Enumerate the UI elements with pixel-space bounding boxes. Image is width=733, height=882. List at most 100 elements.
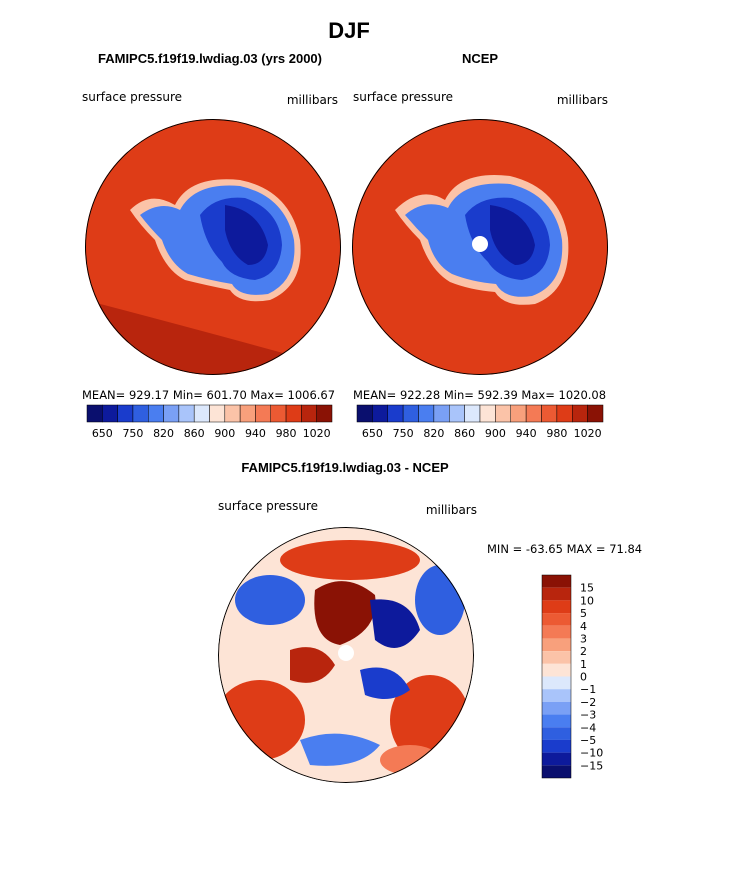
colorbar-label: 820: [423, 427, 444, 440]
stats: MEAN= 929.17 Min= 601.70 Max= 1006.67: [82, 388, 335, 402]
colorbar-swatch: [542, 714, 571, 728]
panel-title: FAMIPC5.f19f19.lwdiag.03 - NCEP: [241, 460, 449, 475]
colorbar-label: 10: [580, 594, 594, 607]
colorbar-swatch: [542, 752, 571, 766]
colorbar-swatch: [541, 404, 558, 423]
colorbar-swatch: [316, 404, 333, 423]
colorbar-swatch: [387, 404, 404, 423]
colorbar-label: −15: [580, 759, 603, 772]
colorbar-swatch: [270, 404, 287, 423]
colorbar-swatch: [542, 613, 571, 626]
colorbar-swatch: [542, 727, 571, 740]
colorbar-label: 820: [153, 427, 174, 440]
colorbar-swatch: [542, 600, 571, 614]
colorbar-swatch: [510, 404, 527, 423]
colorbar-swatch: [255, 404, 271, 423]
colorbar-label: 750: [393, 427, 414, 440]
panel-title: FAMIPC5.f19f19.lwdiag.03 (yrs 2000): [98, 51, 322, 66]
colorbar-swatch: [572, 404, 588, 423]
colorbar-swatch: [542, 689, 571, 702]
colorbar-label: 940: [245, 427, 266, 440]
colorbar-label: 980: [276, 427, 297, 440]
map: [352, 119, 608, 375]
colorbar-label: 15: [580, 582, 594, 595]
colorbar-swatch: [224, 404, 241, 423]
colorbar-label: 4: [580, 620, 587, 633]
variable-label: surface pressure: [353, 90, 453, 104]
colorbar-swatch: [193, 404, 210, 423]
colorbar-swatch: [542, 587, 571, 601]
map: [85, 119, 341, 375]
colorbar-label: 1: [580, 658, 587, 671]
colorbar-swatch: [178, 404, 195, 423]
variable-label: surface pressure: [218, 499, 318, 513]
colorbar: 650 750 820 860 900 940 980 1020: [356, 404, 604, 440]
colorbar-label: −1: [580, 683, 596, 696]
colorbar-swatch: [587, 404, 604, 423]
colorbar-swatch: [418, 404, 435, 423]
colorbar-swatch: [148, 404, 164, 423]
colorbar-swatch: [117, 404, 134, 423]
colorbar-label: 860: [454, 427, 475, 440]
colorbar-swatch: [542, 651, 571, 664]
colorbar-label: −4: [580, 721, 596, 734]
colorbar-swatch: [433, 404, 450, 423]
colorbar-label: 860: [184, 427, 205, 440]
colorbar-swatch: [542, 575, 571, 588]
colorbar-label: 900: [214, 427, 235, 440]
colorbar-frame: [541, 574, 572, 779]
colorbar-swatch: [356, 404, 373, 423]
colorbar-swatch: [556, 404, 573, 423]
colorbar-swatch: [301, 404, 317, 423]
colorbar-label: −3: [580, 709, 596, 722]
panel-title: NCEP: [462, 51, 498, 66]
colorbar-label: 650: [92, 427, 113, 440]
units-label: millibars: [426, 503, 477, 517]
colorbar-swatch: [209, 404, 226, 423]
colorbar-swatch: [102, 404, 118, 423]
colorbar-label: −10: [580, 747, 603, 760]
colorbar-swatch: [464, 404, 481, 423]
colorbar-label: 940: [516, 427, 537, 440]
colorbar-label: 1020: [574, 427, 602, 440]
colorbar-swatch: [542, 676, 571, 690]
colorbar-swatch: [86, 404, 103, 423]
map: [218, 527, 474, 783]
colorbar-label: 1020: [303, 427, 331, 440]
colorbar-label: −5: [580, 734, 596, 747]
colorbar-label: 980: [546, 427, 567, 440]
variable-label: surface pressure: [82, 90, 182, 104]
colorbar-swatch: [479, 404, 496, 423]
stats: MEAN= 922.28 Min= 592.39 Max= 1020.08: [353, 388, 606, 402]
colorbar-swatch: [285, 404, 302, 423]
figure-title: DJF: [328, 18, 370, 43]
colorbar-swatch: [163, 404, 180, 423]
colorbar: 650 750 820 860 900 940 980 1020: [86, 404, 333, 440]
colorbar-swatch: [495, 404, 511, 423]
colorbar-swatch: [402, 404, 419, 423]
colorbar-swatch: [449, 404, 465, 423]
colorbar-label: 650: [362, 427, 383, 440]
colorbar-swatch: [239, 404, 256, 423]
colorbar-label: 750: [122, 427, 143, 440]
colorbar-swatch: [542, 765, 571, 778]
colorbar-label: 5: [580, 607, 587, 620]
units-label: millibars: [287, 93, 338, 107]
colorbar-label: 2: [580, 645, 587, 658]
colorbar-swatch: [542, 701, 571, 715]
colorbar-swatch: [542, 663, 571, 677]
colorbar-swatch: [542, 739, 571, 753]
colorbar-label: 0: [580, 671, 587, 684]
colorbar-swatch: [132, 404, 149, 423]
colorbar-label: 900: [485, 427, 506, 440]
stats: MIN = -63.65 MAX = 71.84: [487, 542, 642, 556]
colorbar-swatch: [525, 404, 542, 423]
colorbar-swatch: [542, 638, 571, 652]
units-label: millibars: [557, 93, 608, 107]
colorbar-swatch: [372, 404, 388, 423]
colorbar-swatch: [542, 625, 571, 639]
colorbar-label: −2: [580, 696, 596, 709]
colorbar-label: 3: [580, 632, 587, 645]
